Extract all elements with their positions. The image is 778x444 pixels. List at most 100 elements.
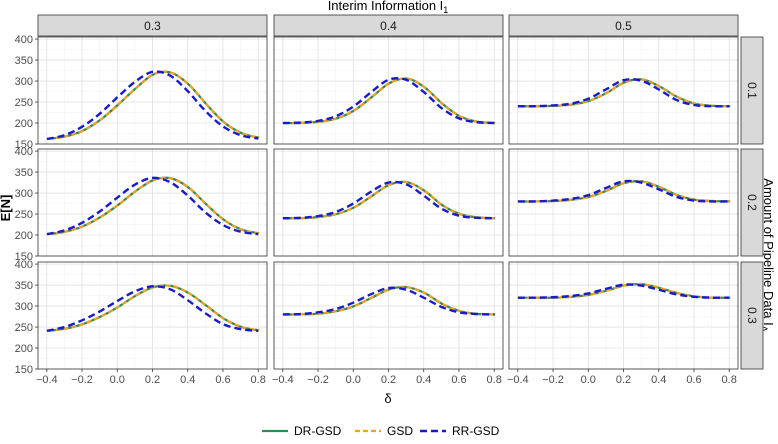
row-strip-label-2: 0.3 — [745, 307, 759, 324]
x-tick-label: 0.2 — [381, 374, 396, 386]
x-tick-label: 0.8 — [251, 374, 266, 386]
series-gsd-line — [47, 284, 260, 332]
series-gsd-line — [283, 180, 496, 220]
x-tick-label: −0.4 — [36, 374, 58, 386]
x-axis-title: δ — [384, 391, 391, 406]
x-tick-label: 0.6 — [215, 374, 230, 386]
top-strip-title: Interim Information I1 — [328, 0, 449, 15]
panel-0.4-0.1 — [273, 36, 504, 145]
y-axis-title: E[N] — [0, 195, 13, 222]
panel-0.5-0.1 — [508, 36, 739, 145]
y-tick-label: 250 — [15, 209, 33, 221]
x-tick-label: 0.6 — [686, 374, 701, 386]
col-strip-label-1: 0.4 — [380, 19, 397, 33]
panel-border — [37, 148, 268, 257]
row-strip-1 — [740, 148, 764, 257]
series-rr-gsd-line — [517, 283, 730, 299]
x-tick-label: −0.4 — [272, 374, 294, 386]
x-tick-label: 0.8 — [722, 374, 737, 386]
series-rr-gsd-line — [282, 77, 495, 125]
y-tick-label: 300 — [15, 76, 33, 88]
panel-0.4-0.3: −0.4 −0.2 0.0 0.2 0.4 0.6 0.8 — [272, 261, 504, 386]
y-tick-label: 150 — [15, 139, 33, 151]
x-tick-label: 0.2 — [616, 374, 631, 386]
legend-label-gsd: GSD — [387, 424, 413, 438]
panel-0.5-0.3: −0.4 −0.2 0.0 0.2 0.4 0.6 0.8 — [507, 261, 739, 386]
row-strip-2 — [740, 261, 764, 370]
y-tick-label: 150 — [15, 251, 33, 263]
col-strip-0 — [37, 14, 268, 37]
col-strip-label-0: 0.3 — [144, 19, 161, 33]
col-strip-label-2: 0.5 — [615, 19, 632, 33]
y-tick-label: 400 — [15, 34, 33, 46]
y-tick-label: 350 — [15, 167, 33, 179]
series-rr-gsd-line — [517, 78, 730, 108]
y-tick-label: 300 — [15, 188, 33, 200]
panel-border — [37, 36, 268, 145]
y-tick-label: 250 — [15, 322, 33, 334]
facet-panels: 0.3 0.4 0.50.10.20.31502002503003504001502… — [15, 14, 764, 386]
col-strip-2 — [508, 14, 739, 37]
right-strip-title-sub: Δ — [759, 326, 769, 332]
panel-0.3-0.3: 150 200 250 300 350 400 −0.4 −0.2 0.0 0.2 0.4 0.6 0.… — [15, 259, 268, 386]
series-rr-gsd-line — [46, 176, 259, 236]
series-rr-gsd-line — [282, 180, 495, 220]
x-tick-label: 0.4 — [180, 374, 195, 386]
y-tick-label: 400 — [15, 146, 33, 158]
panel-0.3-0.1: 150 200 250 300 350 400 — [15, 34, 268, 151]
panel-0.4-0.2 — [273, 148, 504, 257]
legend-label-dr-gsd: DR-GSD — [294, 424, 342, 438]
series-dr-gsd-line — [283, 77, 496, 125]
panel-border — [508, 36, 739, 145]
series-gsd-line — [518, 179, 731, 203]
y-tick-label: 400 — [15, 259, 33, 271]
legend: DR-GSD GSD RR-GSD — [262, 424, 500, 438]
y-tick-label: 250 — [15, 97, 33, 109]
y-tick-label: 150 — [15, 364, 33, 376]
x-tick-label: −0.2 — [71, 374, 93, 386]
x-tick-label: 0.0 — [110, 374, 125, 386]
series-rr-gsd-line — [46, 70, 259, 141]
x-tick-label: 0.8 — [487, 374, 502, 386]
y-tick-label: 200 — [15, 230, 33, 242]
x-tick-label: 0.4 — [651, 374, 666, 386]
panel-0.3-0.2: 150 200 250 300 350 400 — [15, 146, 268, 263]
series-dr-gsd-line — [283, 285, 496, 316]
x-tick-label: −0.4 — [507, 374, 529, 386]
series-gsd-line — [283, 77, 496, 125]
panel-border — [508, 148, 739, 257]
y-tick-label: 350 — [15, 280, 33, 292]
panel-border — [273, 36, 504, 145]
top-strip-title-sub: 1 — [443, 5, 448, 15]
x-tick-label: −0.2 — [542, 374, 564, 386]
y-tick-label: 200 — [15, 343, 33, 355]
right-strip-title-group: Amount of Pipeline Data IΔ — [759, 178, 776, 331]
col-strip-1 — [273, 14, 504, 37]
row-strip-label-0: 0.1 — [745, 82, 759, 99]
legend-label-rr-gsd: RR-GSD — [452, 424, 500, 438]
series-rr-gsd-line — [282, 286, 495, 316]
row-strip-label-1: 0.2 — [745, 194, 759, 211]
x-tick-label: 0.0 — [346, 374, 361, 386]
series-rr-gsd-line — [46, 285, 259, 333]
series-rr-gsd-line — [517, 179, 730, 203]
x-tick-label: 0.0 — [581, 374, 596, 386]
series-dr-gsd-line — [283, 180, 496, 220]
x-tick-label: 0.4 — [416, 374, 431, 386]
series-dr-gsd-line — [47, 176, 260, 236]
series-dr-gsd-line — [47, 284, 260, 332]
series-gsd-line — [47, 176, 260, 236]
row-strip-0 — [740, 36, 764, 145]
x-tick-label: −0.2 — [307, 374, 329, 386]
x-tick-label: 0.6 — [451, 374, 466, 386]
y-tick-label: 200 — [15, 118, 33, 130]
x-tick-label: 0.2 — [145, 374, 160, 386]
series-gsd-line — [47, 70, 260, 141]
right-strip-title: Amount of Pipeline Data IΔ — [759, 178, 776, 331]
panel-border — [273, 148, 504, 257]
panel-0.5-0.2 — [508, 148, 739, 257]
y-tick-label: 300 — [15, 301, 33, 313]
series-gsd-line — [283, 285, 496, 316]
y-tick-label: 350 — [15, 55, 33, 67]
